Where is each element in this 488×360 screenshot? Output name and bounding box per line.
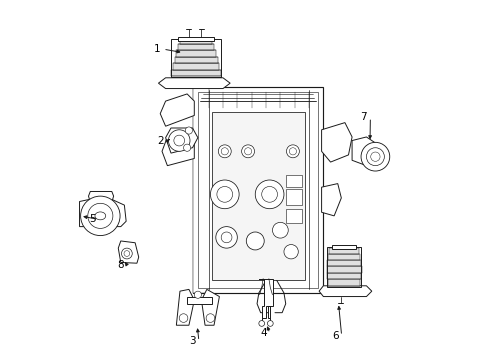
Text: 7: 7: [360, 112, 366, 122]
Circle shape: [183, 144, 190, 151]
Ellipse shape: [95, 212, 105, 220]
Polygon shape: [258, 279, 273, 318]
Polygon shape: [88, 192, 113, 202]
Polygon shape: [192, 87, 208, 293]
Polygon shape: [285, 189, 301, 205]
Polygon shape: [285, 209, 301, 223]
Circle shape: [272, 222, 287, 238]
Polygon shape: [321, 123, 351, 162]
Circle shape: [215, 226, 237, 248]
Polygon shape: [178, 37, 214, 41]
Polygon shape: [327, 279, 360, 286]
Text: 5: 5: [89, 215, 95, 224]
Circle shape: [221, 232, 231, 243]
Circle shape: [286, 145, 299, 158]
Polygon shape: [80, 196, 126, 226]
Polygon shape: [180, 39, 212, 44]
Circle shape: [217, 186, 232, 202]
Text: 3: 3: [189, 336, 195, 346]
Circle shape: [168, 130, 190, 151]
Polygon shape: [328, 248, 359, 253]
Polygon shape: [118, 241, 139, 263]
Polygon shape: [158, 78, 230, 89]
Polygon shape: [165, 128, 198, 153]
Polygon shape: [171, 69, 221, 76]
Polygon shape: [351, 137, 380, 166]
Circle shape: [121, 248, 132, 259]
Circle shape: [81, 196, 120, 235]
Circle shape: [206, 314, 214, 322]
Polygon shape: [178, 44, 214, 50]
Circle shape: [246, 232, 264, 250]
Circle shape: [258, 320, 264, 326]
Circle shape: [255, 180, 284, 209]
Polygon shape: [285, 175, 301, 187]
Circle shape: [124, 251, 129, 256]
Circle shape: [179, 314, 187, 322]
Polygon shape: [172, 63, 219, 69]
Polygon shape: [192, 87, 323, 293]
Polygon shape: [326, 260, 361, 266]
Circle shape: [88, 203, 113, 228]
Circle shape: [267, 320, 273, 326]
Polygon shape: [174, 57, 217, 63]
Circle shape: [261, 186, 277, 202]
Polygon shape: [332, 244, 356, 249]
Text: 8: 8: [117, 260, 124, 270]
Polygon shape: [162, 134, 194, 166]
Circle shape: [241, 145, 254, 158]
Polygon shape: [198, 92, 317, 288]
Polygon shape: [212, 112, 305, 280]
Polygon shape: [321, 184, 341, 216]
Text: 4: 4: [260, 328, 266, 338]
Circle shape: [284, 244, 298, 259]
Circle shape: [185, 127, 192, 134]
Polygon shape: [201, 289, 219, 325]
Circle shape: [221, 148, 228, 155]
Polygon shape: [160, 94, 194, 126]
Circle shape: [194, 291, 201, 298]
Polygon shape: [176, 50, 215, 57]
Circle shape: [360, 142, 389, 171]
Polygon shape: [326, 273, 361, 279]
Circle shape: [174, 135, 184, 146]
Polygon shape: [327, 253, 360, 260]
Circle shape: [244, 148, 251, 155]
Circle shape: [218, 145, 231, 158]
Circle shape: [210, 180, 239, 209]
Polygon shape: [187, 297, 212, 304]
Circle shape: [289, 148, 296, 155]
Text: 2: 2: [157, 136, 163, 146]
Polygon shape: [326, 266, 361, 273]
Circle shape: [366, 148, 384, 166]
Text: 6: 6: [331, 331, 338, 341]
Polygon shape: [176, 289, 194, 325]
Circle shape: [370, 152, 379, 161]
Text: 1: 1: [153, 44, 160, 54]
Polygon shape: [319, 286, 371, 297]
